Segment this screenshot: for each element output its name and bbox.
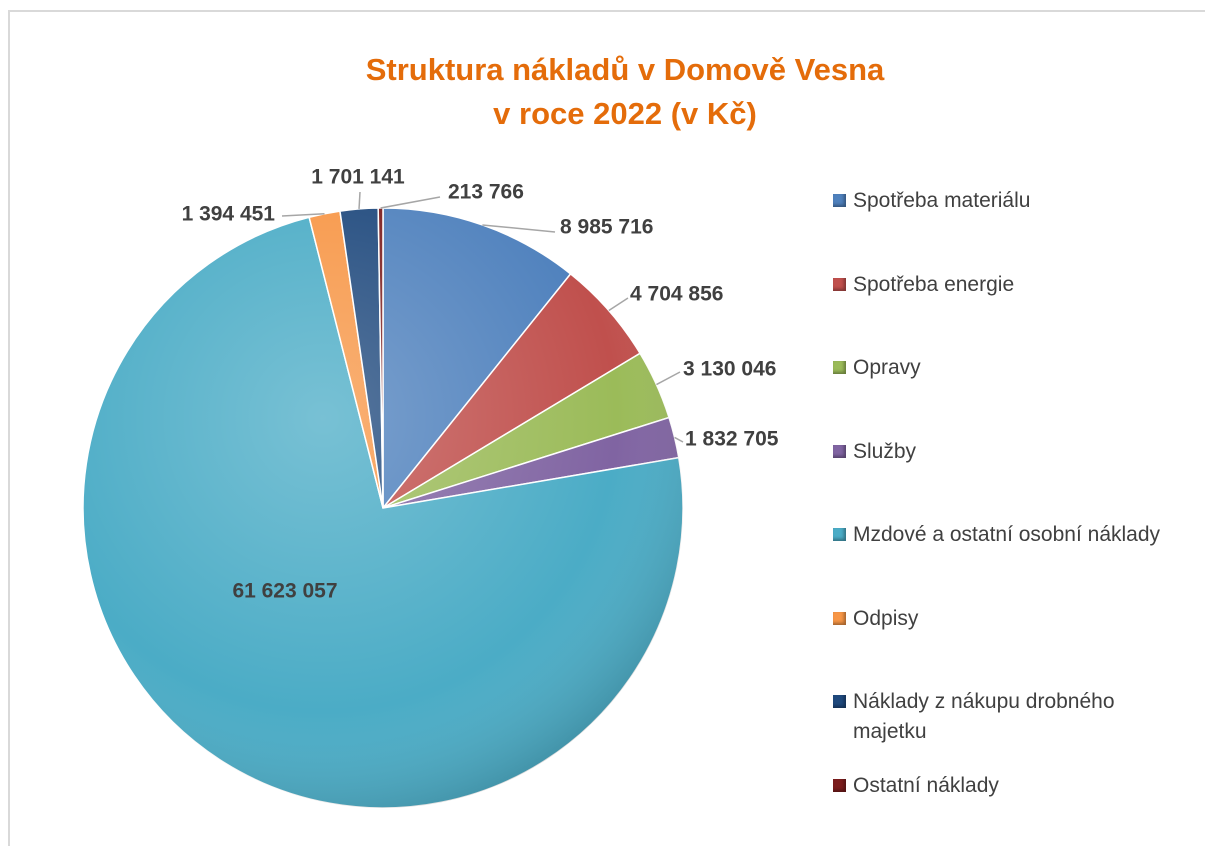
leader-line [380,196,441,209]
legend-swatch [833,194,846,207]
leader-line [482,224,556,233]
legend-label: Služby [853,439,917,463]
legend-item: Opravy [833,353,1193,383]
data-label: 1 832 705 [685,428,779,451]
legend-swatch [833,778,846,792]
data-label: 61 623 057 [232,580,337,603]
chart-title: Struktura nákladů v Domově Vesna v roce … [365,52,885,131]
legend-label: Spotřeba materiálu [853,189,1031,212]
leader-line [674,436,684,443]
data-label: 1 394 451 [182,203,276,226]
legend-item: Odpisy [833,604,1193,634]
legend-item: Spotřeba materiálu [833,186,1193,216]
slices [82,207,684,809]
data-label: 213 766 [448,181,524,204]
legend-label: Ostatní náklady [853,773,999,797]
leader-line [608,297,629,312]
legend-swatch [833,695,846,708]
legend-label: Mzdové a ostatní osobní náklady [853,523,1161,546]
legend-item: Mzdové a ostatní osobní náklady [833,520,1193,550]
legend-label: Náklady z nákupu drobného majetku [853,690,1115,743]
leader-line [656,371,681,386]
legend-swatch [833,361,846,374]
legend-swatch [833,277,846,291]
legend-label: Spotřeba energie [853,272,1015,296]
legend-item: Služby [833,437,1193,467]
data-label: 1 701 141 [311,166,405,189]
legend-label: Odpisy [853,606,919,630]
leader-line [281,213,325,217]
legend-item: Náklady z nákupu drobného majetku [833,687,1193,747]
legend-swatch [833,528,846,541]
legend-item: Spotřeba energie [833,270,1193,300]
legend-label: Opravy [853,356,921,379]
frame [8,10,1205,846]
legend-item: Ostatní náklady [833,771,1193,801]
legend-swatch [833,611,846,625]
legend-swatch [833,444,846,458]
leader-line [358,191,361,210]
data-label: 3 130 046 [683,358,776,381]
data-label: 4 704 856 [630,283,723,306]
data-label: 8 985 716 [560,216,653,239]
